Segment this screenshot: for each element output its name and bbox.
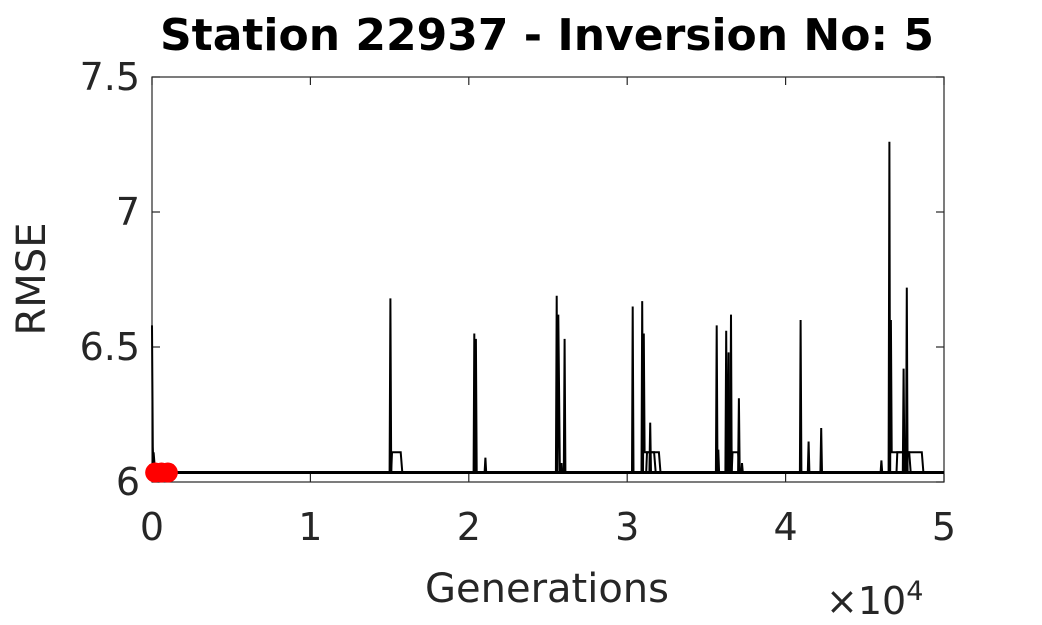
plot-area: 0 1 2 3 4 5 6 6.5 7 7.5 — [80, 55, 957, 549]
x-tick-label: 5 — [932, 505, 956, 549]
y-tick-label: 7 — [116, 190, 140, 234]
x-tick-label: 2 — [457, 505, 481, 549]
x-axis-exponent: ×104 — [826, 576, 923, 623]
x-tick-label: 4 — [774, 505, 798, 549]
red-marker — [157, 462, 178, 483]
y-tick-label: 7.5 — [80, 55, 140, 99]
x-tick-label: 0 — [140, 505, 164, 549]
x-tick-label: 3 — [615, 505, 639, 549]
x-tick-label: 1 — [298, 505, 322, 549]
x-axis-exponent-power: 4 — [906, 576, 923, 607]
y-tick-label: 6.5 — [80, 325, 140, 369]
y-tick-label: 6 — [116, 460, 140, 504]
y-axis-label: RMSE — [9, 223, 55, 336]
chart-title: Station 22937 - Inversion No: 5 — [160, 10, 934, 61]
x-axis-exponent-base: ×10 — [826, 579, 906, 623]
x-axis-label: Generations — [425, 566, 669, 612]
plot-frame — [151, 76, 945, 483]
